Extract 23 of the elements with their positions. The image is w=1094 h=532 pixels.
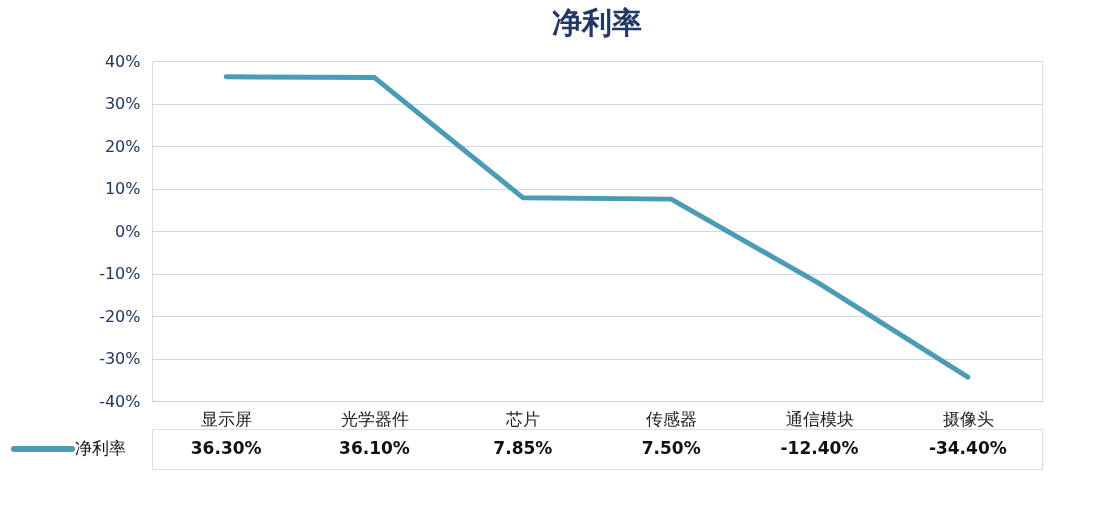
data-label: 7.85% [493, 438, 553, 458]
data-label: -12.40% [780, 438, 859, 458]
y-tick-label: 20% [104, 136, 141, 156]
x-tick-label: 芯片 [505, 408, 541, 429]
x-tick-label: 显示屏 [201, 408, 253, 429]
y-tick-label: -20% [99, 306, 141, 326]
y-tick-label: -30% [99, 349, 141, 368]
y-tick-label: -10% [99, 264, 141, 283]
chart-title: 净利率 [552, 5, 642, 40]
data-label: 7.50% [641, 438, 701, 458]
y-tick-label: -40% [99, 391, 141, 411]
x-tick-label: 摄像头 [942, 408, 994, 429]
x-tick-label: 通信模块 [786, 408, 854, 429]
legend-label: 净利率 [75, 438, 126, 458]
y-tick-label: 10% [104, 179, 141, 198]
data-label: -34.40% [928, 438, 1007, 458]
data-label: 36.10% [339, 438, 410, 458]
y-tick-label: 40% [104, 51, 141, 71]
y-tick-label: 0% [115, 221, 141, 241]
x-tick-label: 光学器件 [341, 408, 409, 429]
data-label: 36.30% [190, 438, 262, 458]
y-tick-label: 30% [104, 94, 141, 113]
x-tick-label: 传感器 [646, 408, 698, 429]
